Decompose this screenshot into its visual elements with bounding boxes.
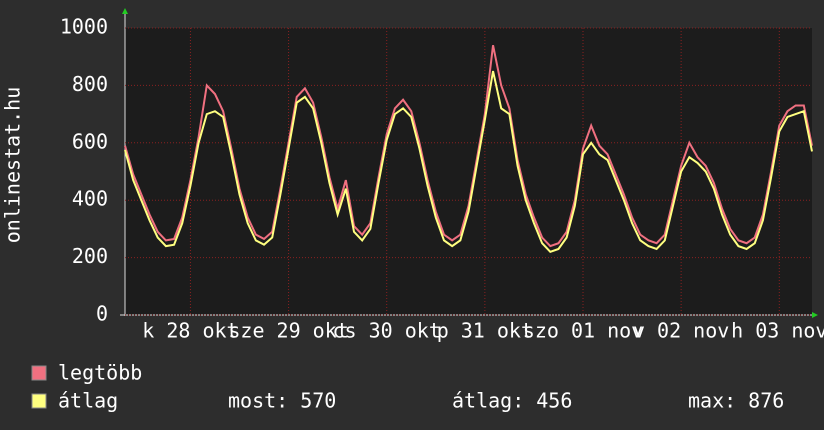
legend-label: legtöbb [58,361,142,385]
y-tick-label: 200 [72,244,108,268]
x-tick-label: h 03 nov [731,319,824,343]
stat-value: 876 [748,389,784,413]
stat-value: 570 [300,389,336,413]
series-line [124,45,813,248]
series-line [124,70,813,254]
legend-swatch [31,393,47,409]
stat-label: most: [228,389,288,413]
y-axis-label: onlinestat.hu [1,87,25,244]
legend-label: átlag [58,389,118,413]
axis-arrow [812,312,818,318]
y-tick-label: 1000 [60,15,108,39]
y-tick-label: 800 [72,72,108,96]
x-tick-label: szo 01 nov [523,319,643,343]
y-tick-label: 0 [96,302,108,326]
stat-label: átlag: [452,389,524,413]
x-tick-label: p 31 okt [437,319,533,343]
plot-area [125,28,812,315]
stat-label: max: [688,389,736,413]
stat-value: 456 [536,389,572,413]
y-tick-label: 400 [72,187,108,211]
axis-arrow [122,8,128,14]
x-tick-label: cs 30 okt [333,319,441,343]
x-tick-label: v 02 nov [633,319,729,343]
y-tick-label: 600 [72,129,108,153]
x-tick-label: sze 29 okt [228,319,348,343]
legend-swatch [31,365,47,381]
x-tick-label: k 28 okt [142,319,238,343]
